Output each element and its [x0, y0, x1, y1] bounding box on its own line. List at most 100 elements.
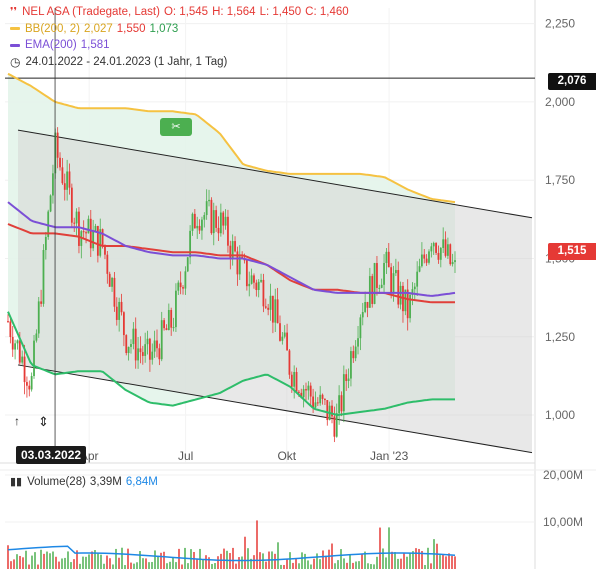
- candle-body: [224, 216, 227, 226]
- candle-body: [70, 187, 73, 223]
- volume-bar: [439, 555, 441, 569]
- x-tick-label: Jul: [178, 449, 193, 463]
- volume-bar: [46, 551, 48, 569]
- volume-bar: [79, 563, 81, 569]
- volume-bar: [445, 556, 447, 569]
- candle-body: [215, 210, 218, 228]
- candle-body: [366, 302, 369, 308]
- candle-body: [42, 250, 45, 304]
- bb-lower-value: 1,073: [149, 22, 179, 35]
- candle-body: [387, 251, 390, 268]
- volume-bar: [298, 563, 300, 569]
- legend-bollinger[interactable]: BB(200, 2) 2,027 1,550 1,073: [10, 21, 349, 38]
- volume-tick-label: 20,00M: [543, 468, 583, 482]
- volume-bar: [70, 562, 72, 569]
- volume-bar: [19, 555, 21, 569]
- legend-instrument[interactable]: ❜❜ NEL ASA (Tradegate, Last) O: 1,545 H:…: [10, 4, 349, 21]
- candle-body: [212, 210, 215, 234]
- volume-bar: [139, 551, 141, 569]
- volume-bar: [13, 559, 15, 569]
- drawing-tool-icon[interactable]: ✂: [160, 118, 192, 136]
- hline-price-flag[interactable]: 2,076: [548, 73, 596, 90]
- volume-bar: [421, 551, 423, 569]
- y-tick-label: 1,250: [545, 330, 575, 344]
- candle-body: [376, 263, 378, 288]
- candle-body: [404, 289, 407, 312]
- y-tick-label: 2,250: [545, 17, 575, 31]
- candle-body: [160, 320, 163, 360]
- ema-swatch-icon: [10, 43, 20, 47]
- candle-body: [234, 241, 236, 252]
- candle-body: [307, 385, 310, 391]
- volume-bar: [280, 564, 282, 569]
- volume-bar: [151, 561, 153, 569]
- candle-body: [250, 275, 253, 284]
- volume-bar: [316, 553, 318, 569]
- candle-body: [316, 402, 319, 404]
- candle-body: [61, 167, 64, 184]
- candle-body: [7, 321, 9, 323]
- volume-bar: [313, 558, 315, 569]
- candle-body: [345, 374, 348, 382]
- candle-body: [439, 247, 442, 260]
- candle-body: [26, 382, 28, 386]
- volume-bar: [274, 553, 276, 569]
- candle-body: [267, 307, 270, 310]
- volume-bar: [244, 536, 246, 569]
- candle-body: [63, 183, 66, 190]
- volume-bar: [55, 556, 57, 569]
- candle-body: [361, 311, 364, 318]
- candle-body: [248, 283, 251, 287]
- candle-body: [321, 394, 324, 399]
- candle-body: [28, 385, 31, 390]
- candle-body: [210, 199, 213, 234]
- candle-body: [385, 251, 388, 263]
- price-axis-panel: [535, 0, 596, 569]
- volume-bar: [238, 557, 240, 569]
- volume-bar: [22, 557, 24, 569]
- volume-legend[interactable]: ▮▮ Volume(28) 3,39M 6,84M: [10, 475, 158, 489]
- candle-body: [137, 348, 139, 361]
- candle-body: [99, 229, 102, 256]
- candle-body: [52, 173, 54, 196]
- volume-bar: [73, 559, 75, 569]
- volume-bar: [454, 556, 456, 569]
- candle-body: [420, 254, 423, 267]
- candlestick-icon: ❜❜: [10, 6, 18, 18]
- volume-bar: [91, 551, 93, 569]
- volume-bar: [163, 551, 165, 569]
- volume-bar: [412, 551, 414, 569]
- volume-bar: [376, 556, 378, 569]
- volume-bar: [292, 562, 294, 569]
- volume-bar: [25, 550, 27, 569]
- volume-bar: [31, 555, 33, 569]
- drag-handle-icon[interactable]: ⇕: [38, 414, 49, 429]
- candle-body: [264, 306, 267, 308]
- candle-body: [373, 263, 376, 304]
- ema-value: 1,581: [80, 39, 110, 51]
- legend-ema[interactable]: EMA(200) 1,581: [10, 37, 349, 54]
- candle-body: [85, 232, 87, 234]
- ema-line: [7, 201, 456, 297]
- candle-body: [75, 211, 78, 224]
- volume-bar: [247, 548, 249, 569]
- candle-body: [149, 338, 151, 360]
- volume-bar: [286, 559, 288, 569]
- candle-body: [279, 323, 281, 341]
- candle-body: [186, 257, 189, 272]
- volume-average-line: [7, 545, 456, 562]
- arrow-up-icon[interactable]: ↑: [14, 414, 20, 428]
- volume-bar: [394, 552, 396, 569]
- candle-body: [241, 256, 244, 258]
- volume-bar: [169, 561, 171, 569]
- volume-bar: [373, 564, 375, 569]
- clock-icon: ◷: [10, 54, 21, 69]
- candle-body: [158, 348, 161, 360]
- candle-body: [66, 171, 69, 190]
- candle-body: [425, 258, 428, 263]
- volume-bar: [82, 556, 84, 569]
- candle-body: [44, 236, 47, 251]
- volume-bar: [397, 558, 399, 569]
